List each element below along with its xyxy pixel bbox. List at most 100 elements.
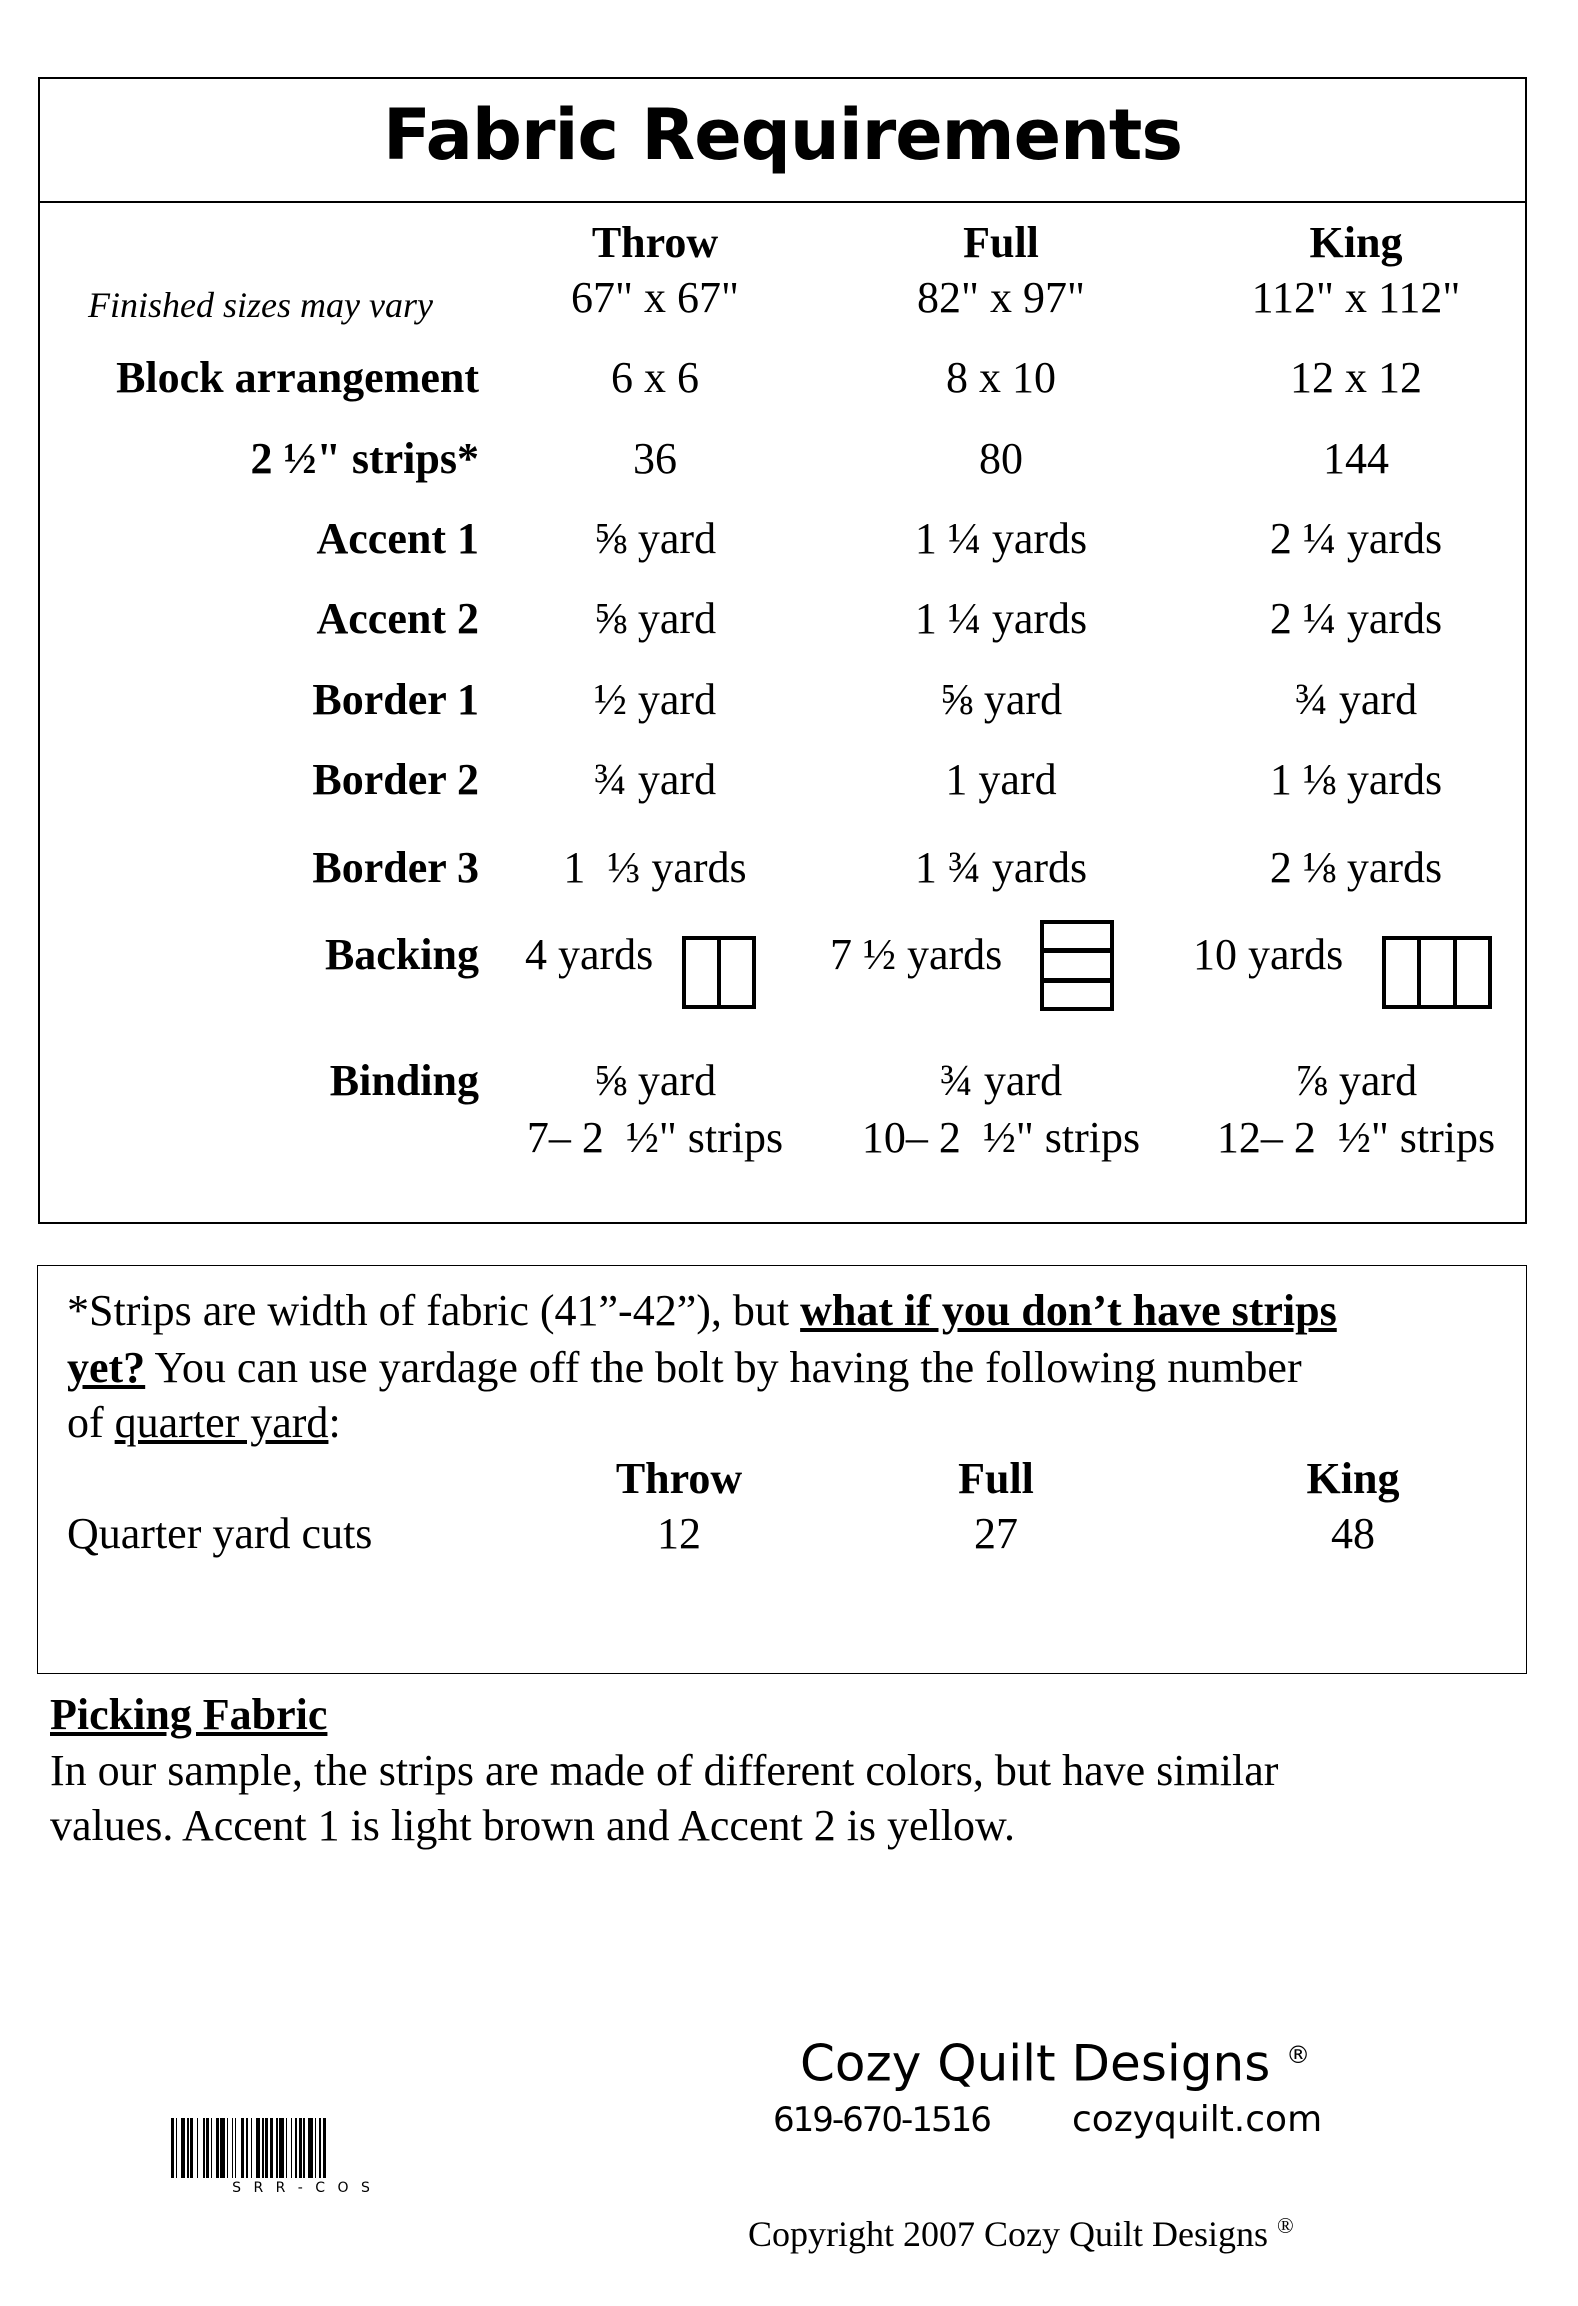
barcode-bar (292, 2118, 296, 2178)
picking-fabric-heading: Picking Fabric (50, 1690, 328, 1739)
barcode-bar (325, 2118, 328, 2178)
barcode-bar (273, 2118, 277, 2178)
finished-sizes-note: Finished sizes may vary (88, 285, 433, 325)
barcode-bar (250, 2118, 253, 2178)
column-throw: Throw (591, 218, 719, 267)
company-logo: Cozy Quilt Designs ® (800, 2025, 1310, 2094)
row-label: Accent 1 (316, 514, 480, 563)
barcode-bar (180, 2118, 186, 2178)
barcode-bar (225, 2118, 227, 2178)
row-value: 2 ¼ yards (1269, 594, 1443, 643)
barcode-bar (269, 2118, 274, 2178)
note-text: : (328, 1398, 341, 1447)
barcode-bar (186, 2118, 189, 2178)
row-value: 6 x 6 (611, 353, 699, 402)
barcode-bar (303, 2118, 305, 2178)
row-value: 2 ⅛ yards (1269, 843, 1443, 892)
row-value: 4 yards (525, 930, 654, 979)
barcode-bar (297, 2118, 299, 2178)
barcode-bar (206, 2118, 210, 2178)
barcode-bar (175, 2118, 178, 2178)
row-label: Border 2 (312, 755, 479, 804)
binding-strips: 7– 2 ½" strips (526, 1113, 784, 1162)
row-label: Border 1 (312, 675, 479, 724)
binding-yardage: ⅝ yard (593, 1056, 717, 1105)
barcode-bar (268, 2118, 270, 2178)
two-vertical-panels-icon (682, 936, 756, 1009)
barcode-bar (319, 2118, 321, 2178)
barcode-bar (308, 2118, 313, 2178)
barcode-bar (244, 2118, 246, 2178)
barcode-bar (188, 2118, 191, 2178)
row-value: 144 (1323, 434, 1389, 483)
strips-note-line-3: of quarter yard: (67, 1398, 341, 1448)
barcode-bar (228, 2118, 232, 2178)
barcode-bar (320, 2118, 323, 2178)
row-label: Binding (329, 1056, 479, 1105)
barcode-bar (233, 2118, 235, 2178)
picking-fabric-line-1: In our sample, the strips are made of di… (50, 1746, 1279, 1795)
barcode-bar (285, 2118, 288, 2178)
barcode-bar (185, 2118, 187, 2178)
strips-note-box (37, 1265, 1527, 1674)
company-name: Cozy Quilt Designs (800, 2034, 1271, 2093)
note-emphasis: yet? (67, 1343, 146, 1392)
quarter-column-throw: Throw (615, 1454, 743, 1503)
barcode-bar (255, 2118, 261, 2178)
barcode-bar (234, 2118, 237, 2178)
barcode-bar (247, 2118, 251, 2178)
page-title: Fabric Requirements (382, 94, 1183, 176)
barcode-bar (196, 2118, 199, 2178)
barcode-bar (322, 2118, 326, 2178)
barcode-bar (295, 2118, 297, 2178)
copyright: Copyright 2007 Cozy Quilt Designs ® (748, 2203, 1294, 2257)
barcode-bar (241, 2118, 245, 2178)
row-value: 1 yard (945, 755, 1057, 804)
row-value: 1 ⅛ yards (1269, 755, 1443, 804)
quarter-value-king: 48 (1331, 1509, 1375, 1558)
website-link[interactable]: cozyquilt.com (1072, 2099, 1323, 2140)
barcode-bar (312, 2118, 315, 2178)
quarter-column-king: King (1306, 1454, 1400, 1503)
row-value: 8 x 10 (946, 353, 1056, 402)
row-value: 1 ¼ yards (914, 514, 1088, 563)
barcode-bar (209, 2118, 211, 2178)
barcode-bar (202, 2118, 205, 2178)
barcode-bar (236, 2118, 242, 2178)
barcode-bar (215, 2118, 219, 2178)
barcode-bar (198, 2118, 203, 2178)
fabric-requirements-box (38, 77, 1527, 1224)
column-full: Full (963, 218, 1039, 267)
barcode-bar (287, 2118, 291, 2178)
strips-note-line-1: *Strips are width of fabric (41”-42”), b… (67, 1286, 1337, 1336)
barcode-bar (263, 2118, 266, 2178)
quarter-yard-cuts-label: Quarter yard cuts (67, 1509, 373, 1558)
barcode-text: S R R - C O S (232, 2180, 374, 2196)
row-label: Border 3 (312, 843, 479, 892)
row-value: 36 (633, 434, 677, 483)
barcode-bar (290, 2118, 293, 2178)
row-value: ⅝ yard (939, 675, 1063, 724)
three-horizontal-panels-icon (1040, 920, 1114, 1011)
barcode-bar (193, 2118, 197, 2178)
barcode-bar (298, 2118, 302, 2178)
row-label: 2 ½" strips* (250, 434, 479, 483)
row-value: 2 ¼ yards (1269, 514, 1443, 563)
barcode (171, 2118, 435, 2178)
row-value: ¾ yard (1294, 675, 1418, 724)
row-value: 12 x 12 (1290, 353, 1422, 402)
size-full: 82" x 97" (917, 273, 1085, 322)
note-text: You can use yardage off the bolt by havi… (145, 1343, 1302, 1392)
row-value: 1 ¾ yards (914, 843, 1088, 892)
picking-fabric-line-2: values. Accent 1 is light brown and Acce… (50, 1801, 1015, 1850)
binding-strips: 10– 2 ½" strips (861, 1113, 1141, 1162)
barcode-bar (265, 2118, 269, 2178)
quarter-value-throw: 12 (657, 1509, 701, 1558)
note-text: of (67, 1398, 115, 1447)
barcode-bar (177, 2118, 181, 2178)
row-value: 7 ½ yards (830, 930, 1003, 979)
row-value: 10 yards (1193, 930, 1344, 979)
barcode-bar (210, 2118, 213, 2178)
note-emphasis: what if you don’t have strips (800, 1286, 1337, 1335)
registered-mark: ® (1286, 2041, 1311, 2069)
